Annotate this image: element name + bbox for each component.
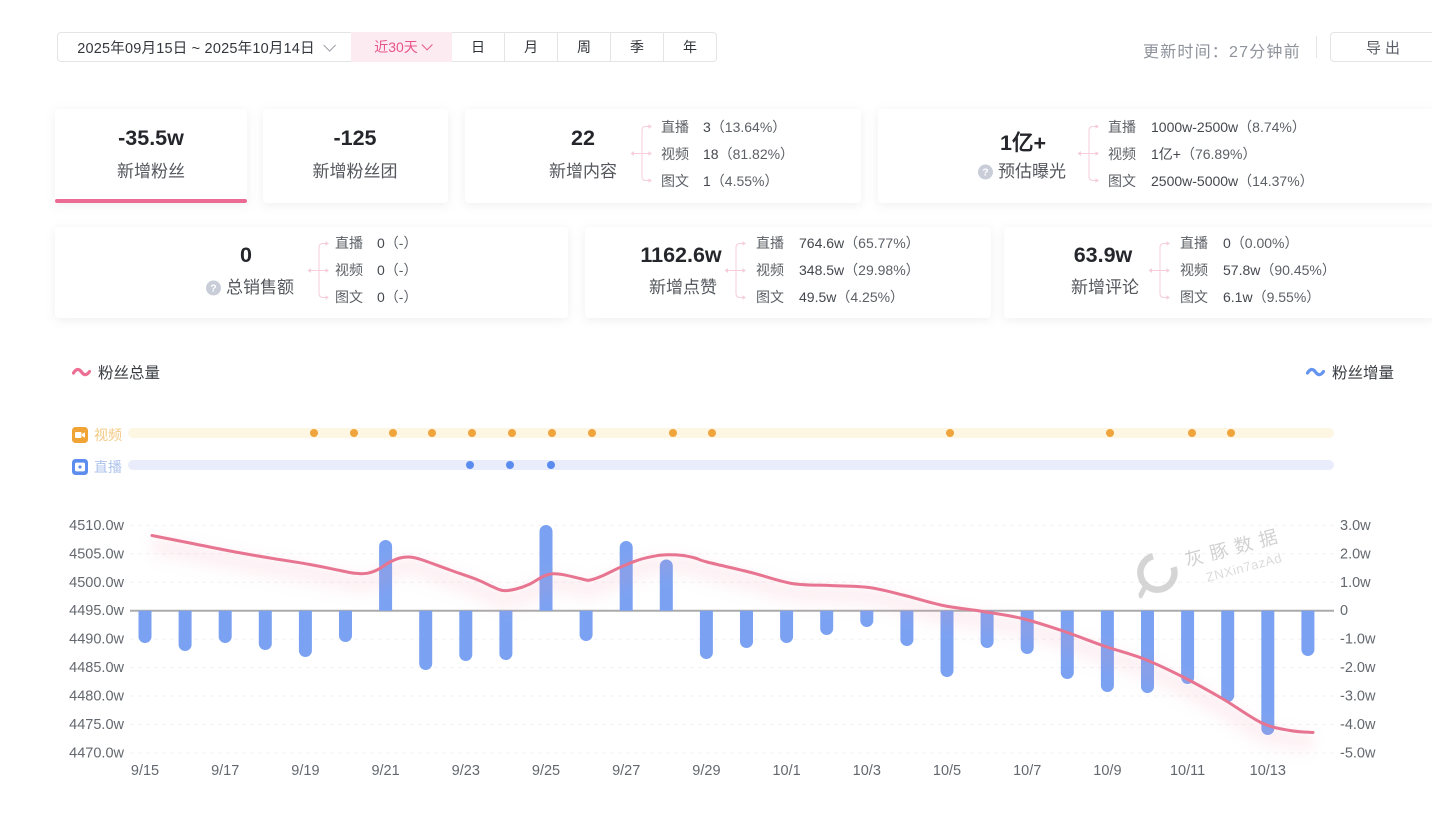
svg-text:9/17: 9/17	[211, 763, 239, 779]
svg-text:4505.0w: 4505.0w	[69, 546, 124, 562]
svg-text:4495.0w: 4495.0w	[69, 603, 124, 619]
svg-text:10/7: 10/7	[1013, 763, 1041, 779]
svg-text:4470.0w: 4470.0w	[69, 746, 124, 762]
svg-text:10/5: 10/5	[933, 763, 961, 779]
svg-text:4480.0w: 4480.0w	[69, 689, 124, 705]
svg-text:9/29: 9/29	[692, 763, 720, 779]
svg-text:9/19: 9/19	[291, 763, 319, 779]
svg-text:4475.0w: 4475.0w	[69, 717, 124, 733]
svg-text:-2.0w: -2.0w	[1340, 660, 1376, 676]
svg-text:9/15: 9/15	[131, 763, 159, 779]
svg-text:9/21: 9/21	[371, 763, 399, 779]
svg-text:0: 0	[1340, 603, 1348, 619]
svg-text:9/25: 9/25	[532, 763, 560, 779]
svg-text:9/23: 9/23	[452, 763, 480, 779]
svg-text:-5.0w: -5.0w	[1340, 746, 1376, 762]
svg-text:10/13: 10/13	[1250, 763, 1286, 779]
svg-text:10/9: 10/9	[1093, 763, 1121, 779]
svg-text:4510.0w: 4510.0w	[69, 518, 124, 534]
svg-text:4500.0w: 4500.0w	[69, 575, 124, 591]
svg-text:3.0w: 3.0w	[1340, 518, 1371, 534]
svg-text:9/27: 9/27	[612, 763, 640, 779]
svg-text:1.0w: 1.0w	[1340, 575, 1371, 591]
svg-text:?: ?	[982, 166, 988, 178]
svg-text:-1.0w: -1.0w	[1340, 632, 1376, 648]
svg-text:4485.0w: 4485.0w	[69, 660, 124, 676]
svg-text:10/11: 10/11	[1170, 763, 1205, 779]
svg-text:?: ?	[210, 283, 216, 295]
svg-text:-4.0w: -4.0w	[1340, 717, 1376, 733]
svg-text:10/3: 10/3	[853, 763, 881, 779]
svg-text:10/1: 10/1	[772, 763, 800, 779]
svg-text:2.0w: 2.0w	[1340, 546, 1371, 562]
svg-text:4490.0w: 4490.0w	[69, 632, 124, 648]
svg-text:-3.0w: -3.0w	[1340, 689, 1376, 705]
